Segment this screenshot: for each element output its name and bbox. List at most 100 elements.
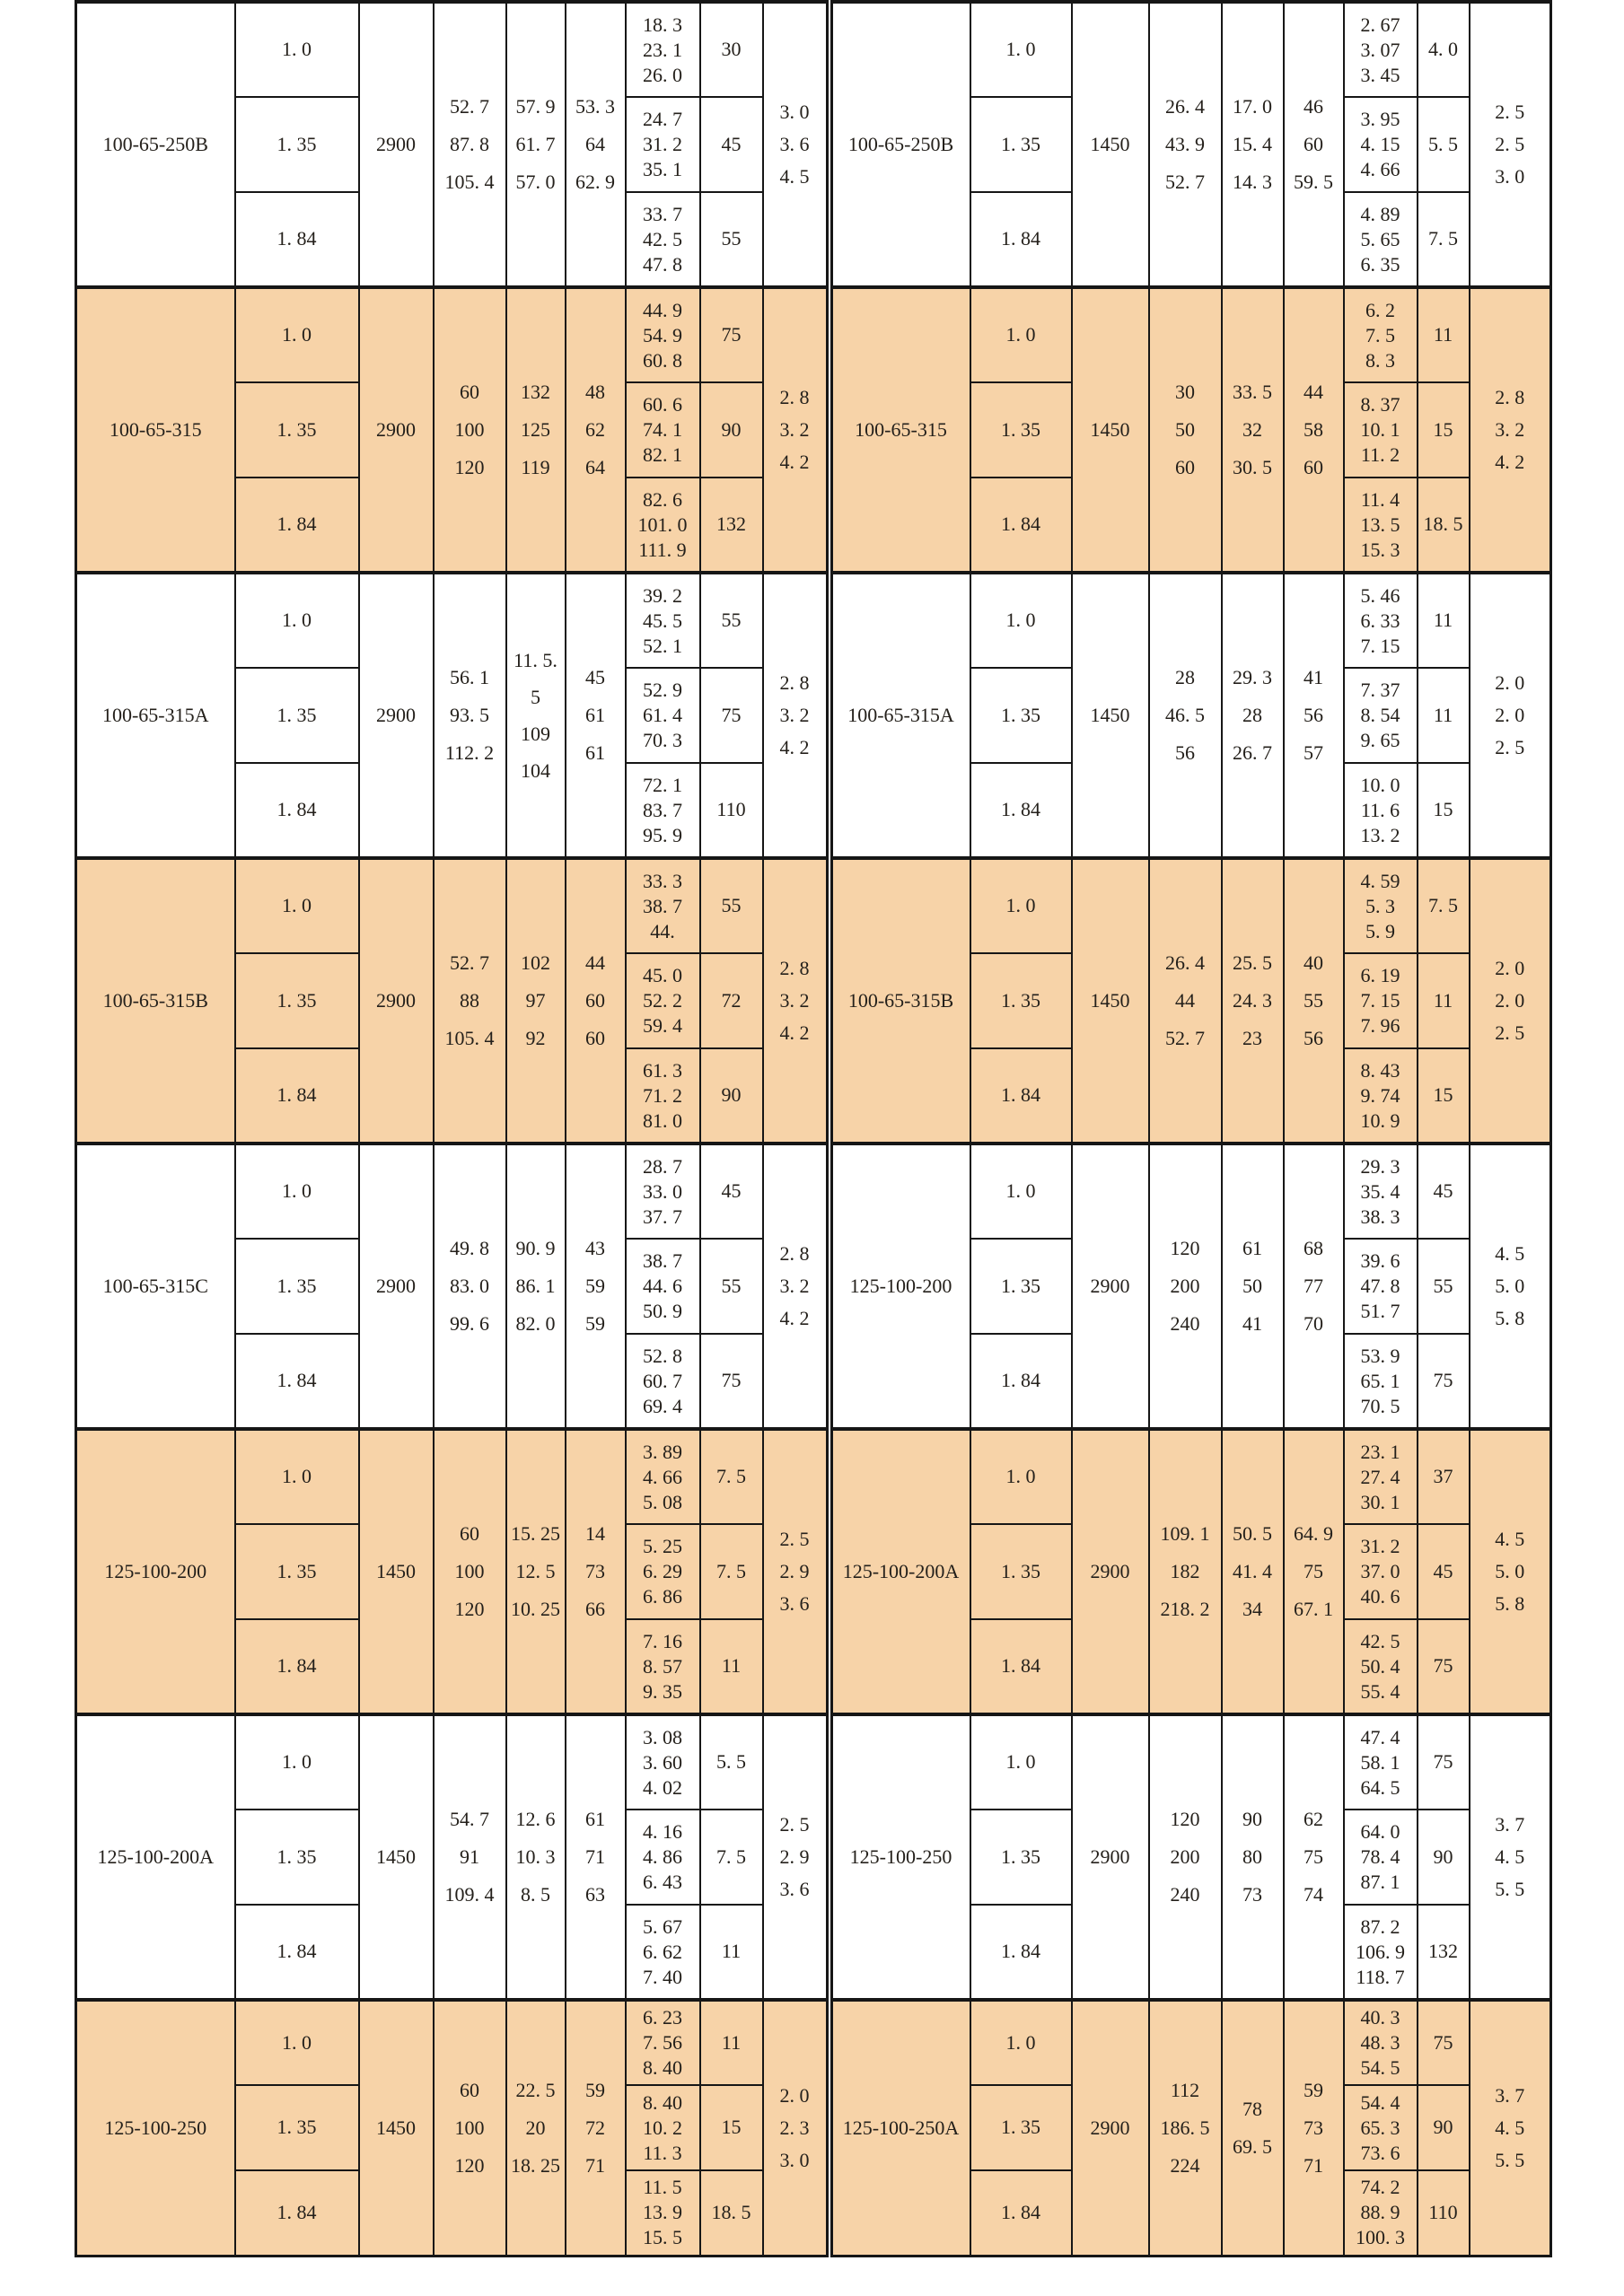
col-f-cell-line: 3. 2 xyxy=(1495,418,1525,441)
col-a-cell-line: 240 xyxy=(1170,1883,1200,1906)
col-c-cell-line: 40 xyxy=(1304,951,1323,974)
col-d-cell: 82. 6 101. 0 111. 9 xyxy=(624,477,701,574)
col-a-cell-line: 44 xyxy=(1175,989,1195,1012)
col-d-cell: 52. 9 61. 4 70. 3 xyxy=(624,667,701,764)
col-d-cell-line: 118. 7 xyxy=(1356,1965,1405,1988)
col-a-cell: 112 186. 5 224 xyxy=(1147,1998,1223,2257)
col-e-cell: 18. 5 xyxy=(698,2169,764,2257)
col-e-cell-text: 7. 5 xyxy=(1428,894,1458,917)
col-e-cell: 7. 5 xyxy=(1416,856,1470,954)
col-d-cell: 8. 37 10. 1 11. 2 xyxy=(1342,381,1418,478)
col-d-cell: 39. 2 45. 5 52. 1 xyxy=(624,571,701,669)
col-c-cell-line: 61 xyxy=(585,1808,605,1830)
pump-row: 125-100-250 1. 0 1450 60 100 120 22. 5 20 18. 25… xyxy=(75,1998,1552,2257)
col-a-cell-line: 100 xyxy=(454,2116,485,2139)
col-d-cell: 39. 6 47. 8 51. 7 xyxy=(1342,1238,1418,1335)
model-cell-text: 125-100-250 xyxy=(104,2116,207,2139)
col-e-cell: 7. 5 xyxy=(1416,191,1470,288)
ratio-cell-text: 1. 0 xyxy=(1005,1179,1036,1203)
col-d-cell-line: 11. 6 xyxy=(1360,798,1400,821)
col-d-cell: 29. 3 35. 4 38. 3 xyxy=(1342,1142,1418,1240)
col-c-cell-line: 46 xyxy=(1304,95,1323,118)
col-d-cell: 40. 3 48. 3 54. 5 xyxy=(1342,1998,1418,2086)
ratio-cell-text: 1. 0 xyxy=(282,1465,312,1488)
col-c-cell-line: 61 xyxy=(585,741,605,764)
col-b-cell: 33. 5 32 30. 5 xyxy=(1220,285,1285,574)
col-d-cell-line: 11. 3 xyxy=(643,2141,682,2164)
col-d-cell-line: 7. 40 xyxy=(643,1965,682,1988)
ratio-cell: 1. 35 xyxy=(969,2084,1073,2171)
col-e-cell-text: 75 xyxy=(721,703,742,726)
col-d-cell-line: 60. 7 xyxy=(643,1369,682,1392)
col-d-cell-line: 64. 5 xyxy=(1360,1775,1400,1799)
col-d-cell-line: 15. 3 xyxy=(1360,538,1400,561)
col-c-cell-line: 56 xyxy=(1304,1027,1323,1049)
col-d-cell: 11. 5 13. 9 15. 5 xyxy=(624,2169,701,2257)
col-f-cell-line: 2. 8 xyxy=(779,386,810,408)
model-cell-text: 125-100-200 xyxy=(849,1274,952,1297)
col-f-cell-line: 4. 5 xyxy=(1495,2116,1525,2139)
col-f-cell-line: 2. 5 xyxy=(1495,736,1525,758)
col-f-cell-line: 2. 0 xyxy=(1495,704,1525,726)
col-f-cell-line: 2. 0 xyxy=(1495,957,1525,979)
col-e-cell-text: 75 xyxy=(721,1369,742,1392)
col-d-cell-line: 6. 23 xyxy=(643,2006,682,2029)
ratio-cell-text: 1. 0 xyxy=(1005,2030,1036,2054)
col-f-cell: 2. 8 3. 2 4. 2 xyxy=(1468,285,1552,574)
col-e-cell-text: 18. 5 xyxy=(711,2201,751,2224)
col-d-cell-line: 10. 0 xyxy=(1360,773,1400,796)
col-e-cell-text: 90 xyxy=(1433,1845,1453,1868)
col-d-cell-line: 30. 1 xyxy=(1360,1490,1400,1513)
col-e-cell: 15 xyxy=(1416,381,1470,478)
ratio-cell: 1. 35 xyxy=(969,952,1073,1049)
col-d-cell: 8. 40 10. 2 11. 3 xyxy=(624,2084,701,2171)
col-b-cell: 15. 25 12. 5 10. 25 xyxy=(505,1427,566,1715)
col-d-cell-line: 3. 08 xyxy=(643,1725,682,1748)
speed-cell-text: 1450 xyxy=(1090,988,1130,1012)
col-a-cell-line: 52. 7 xyxy=(450,951,489,974)
col-d-cell-line: 5. 67 xyxy=(643,1915,682,1938)
col-b-cell-line: 28 xyxy=(1242,704,1262,726)
col-e-cell: 11 xyxy=(1416,285,1470,383)
ratio-cell: 1. 84 xyxy=(233,1904,360,2001)
speed-cell: 2900 xyxy=(357,285,435,574)
speed-cell: 2900 xyxy=(1070,1427,1150,1715)
col-d-cell-line: 61. 3 xyxy=(643,1058,682,1082)
col-f-cell-line: 2. 0 xyxy=(1495,671,1525,694)
col-e-cell-text: 45 xyxy=(1433,1179,1453,1203)
col-d-cell-line: 50. 9 xyxy=(643,1300,682,1322)
col-d-cell-line: 29. 3 xyxy=(1360,1154,1400,1178)
col-c-cell-line: 62. 9 xyxy=(575,171,615,193)
speed-cell-text: 2900 xyxy=(376,1274,416,1297)
col-a-cell-line: 52. 7 xyxy=(450,95,489,118)
col-e-cell: 132 xyxy=(698,477,764,574)
ratio-cell: 1. 35 xyxy=(233,381,360,478)
col-d-cell-line: 51. 7 xyxy=(1360,1300,1400,1322)
col-c-cell-line: 64 xyxy=(585,133,605,155)
col-d-cell: 7. 37 8. 54 9. 65 xyxy=(1342,667,1418,764)
col-e-cell-text: 7. 5 xyxy=(716,1845,746,1868)
col-a-cell-line: 26. 4 xyxy=(1165,951,1205,974)
ratio-cell-text: 1. 35 xyxy=(1001,2116,1040,2139)
speed-cell-text: 2900 xyxy=(1090,2116,1130,2139)
col-d-cell-line: 111. 9 xyxy=(638,538,687,561)
col-c-cell-line: 14 xyxy=(585,1522,605,1545)
col-b-cell-line: 25. 5 xyxy=(1233,951,1272,974)
col-a-cell-line: 60 xyxy=(460,381,479,403)
col-d-cell-line: 52. 8 xyxy=(643,1344,682,1367)
col-a-cell-line: 49. 8 xyxy=(450,1237,489,1259)
col-f-cell-line: 2. 8 xyxy=(779,1242,810,1265)
col-e-cell-text: 11 xyxy=(1433,323,1453,346)
col-b-cell-line: 23 xyxy=(1242,1027,1262,1049)
col-f-cell-line: 4. 5 xyxy=(779,165,810,188)
col-d-cell-line: 52. 9 xyxy=(643,679,682,701)
col-b-cell-line: 50 xyxy=(1242,1275,1262,1297)
col-b-cell-line: 132 xyxy=(521,381,550,403)
col-d-cell-line: 7. 56 xyxy=(643,2031,682,2054)
model-cell-text: 100-65-315A xyxy=(847,703,954,726)
model-cell: 100-65-250B xyxy=(825,0,971,288)
model-cell: 100-65-315 xyxy=(75,285,236,574)
col-d-cell-line: 82. 6 xyxy=(643,487,682,511)
col-b-cell-line: 41 xyxy=(1242,1312,1262,1335)
pump-row: 1. 84 82. 6 101. 0 111. 9 132 1. 84 11. 4 13. 5… xyxy=(76,477,1551,574)
